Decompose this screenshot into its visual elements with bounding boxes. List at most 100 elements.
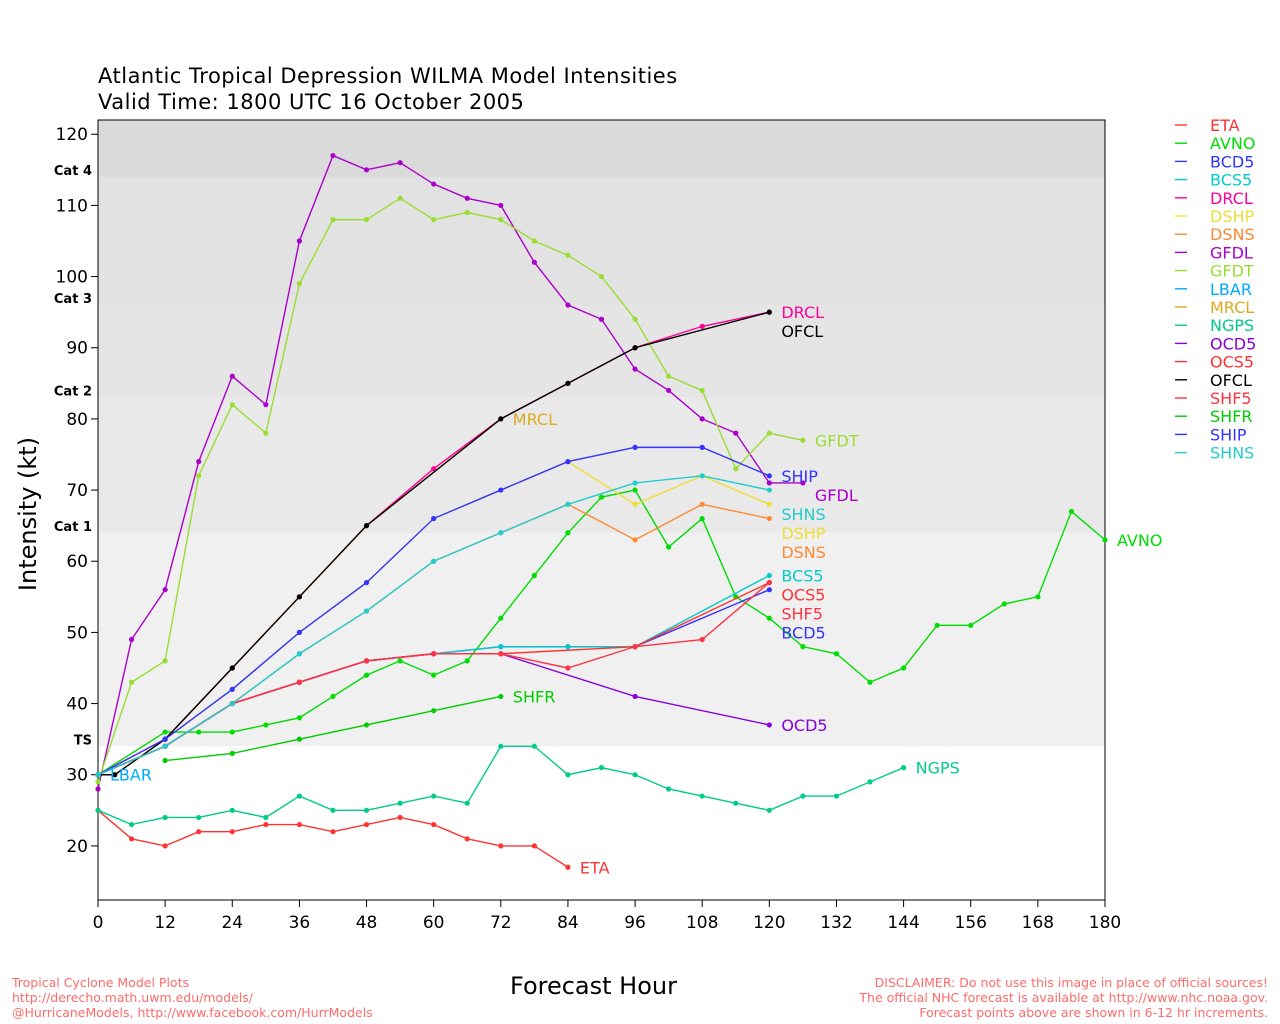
data-point-shfr: [229, 750, 235, 756]
data-point-ship: [229, 686, 235, 692]
x-tick-label: 36: [289, 913, 311, 933]
data-point-ngps: [699, 793, 705, 799]
series-end-label: MRCL: [513, 410, 557, 429]
data-point-ship: [498, 487, 504, 493]
data-point-ocd5: [632, 693, 638, 700]
data-point-ocd5: [766, 722, 772, 728]
data-point-shns: [766, 487, 772, 493]
data-point-eta: [296, 821, 302, 828]
x-tick-label: 120: [753, 913, 785, 933]
data-point-dshp: [632, 501, 638, 507]
series-line-shfr: [165, 695, 501, 762]
data-point-gfdt: [128, 679, 135, 685]
data-point-gfdl: [330, 152, 336, 159]
data-point-gfdt: [162, 658, 168, 664]
data-point-ofcl: [565, 380, 571, 386]
data-point-gfdl: [598, 316, 605, 322]
chart-title: Atlantic Tropical Depression WILMA Model…: [98, 64, 678, 88]
data-point-gfdl: [363, 167, 370, 173]
data-point-gfdt: [330, 217, 336, 223]
legend-entry: SHNS: [1210, 444, 1254, 463]
data-point-gfdt: [431, 217, 437, 223]
band-label: Cat 3: [54, 292, 92, 307]
y-tick-label: 120: [56, 125, 88, 145]
footer-left-line: @HurricaneModels, http://www.facebook.co…: [12, 1005, 373, 1020]
data-point-avno: [196, 729, 202, 735]
data-point-avno: [766, 615, 772, 621]
data-point-shns: [498, 530, 504, 536]
data-point-shfr: [162, 757, 168, 764]
x-tick-label: 108: [686, 913, 718, 933]
data-point-ngps: [397, 800, 403, 806]
data-point-gfdt: [229, 402, 235, 408]
legend-entry: OCD5: [1210, 334, 1256, 353]
data-point-avno: [968, 622, 974, 628]
data-point-avno: [431, 672, 437, 678]
data-point-avno: [1102, 537, 1108, 543]
legend-entry: GFDL: [1210, 243, 1253, 262]
series-end-label: SHF5: [781, 604, 823, 623]
data-point-bcs5: [766, 572, 772, 579]
data-point-shns: [565, 501, 571, 507]
data-point-avno: [464, 658, 470, 664]
series-end-label: AVNO: [1117, 531, 1162, 550]
y-axis-label: Intensity (kt): [14, 436, 42, 592]
data-point-eta: [330, 829, 336, 835]
data-point-ngps: [901, 765, 907, 771]
intensity-band: [98, 176, 1105, 306]
x-tick-label: 96: [624, 913, 646, 933]
y-tick-label: 100: [56, 268, 88, 288]
data-point-ofcl: [363, 523, 370, 529]
data-point-gfdl: [95, 786, 101, 792]
legend-entry: BCD5: [1210, 152, 1254, 171]
data-point-ngps: [229, 807, 235, 813]
data-point-ofcl: [632, 345, 638, 351]
data-point-drcl: [699, 323, 705, 329]
data-point-eta: [263, 821, 269, 828]
data-point-avno: [632, 487, 638, 493]
data-point-eta: [128, 836, 135, 842]
data-point-eta: [363, 821, 370, 828]
data-point-ngps: [196, 814, 202, 821]
data-point-gfdt: [800, 437, 806, 443]
data-point-gfdl: [397, 160, 403, 166]
data-point-gfdt: [531, 238, 537, 244]
plot-frame: [97, 119, 1106, 901]
data-point-dsns: [632, 537, 638, 543]
data-point-ofcl: [112, 772, 118, 778]
data-point-avno: [162, 729, 168, 735]
data-point-bcs5: [498, 644, 504, 650]
band-label: Cat 2: [54, 385, 92, 400]
data-point-gfdt: [498, 217, 504, 223]
data-point-ngps: [263, 814, 269, 821]
band-label: Cat 1: [54, 520, 92, 535]
x-tick-label: 156: [955, 913, 987, 933]
data-point-ngps: [498, 743, 504, 749]
data-point-shfr: [296, 736, 302, 742]
data-point-gfdt: [733, 466, 739, 472]
y-tick-label: 70: [66, 481, 88, 501]
data-point-avno: [498, 615, 504, 621]
y-tick-label: 110: [56, 196, 88, 216]
data-point-gfdt: [464, 209, 470, 216]
series-line-gfdl: [97, 154, 803, 790]
legend-entry: MRCL: [1210, 298, 1254, 317]
series-line-gfdt: [97, 197, 804, 783]
data-point-ofcl: [766, 309, 772, 315]
data-point-gfdl: [128, 636, 135, 643]
data-point-ngps: [800, 793, 806, 799]
data-point-shns: [162, 743, 168, 749]
data-point-shf5: [699, 636, 705, 643]
data-point-shf5: [296, 679, 302, 685]
legend-entry: DSHP: [1210, 207, 1255, 226]
x-tick-label: 180: [1089, 913, 1121, 933]
series-end-label: SHNS: [781, 505, 825, 524]
data-point-shf5: [498, 651, 504, 657]
data-point-shns: [296, 651, 302, 657]
legend-entry: SHFR: [1210, 407, 1253, 426]
data-point-ngps: [867, 779, 873, 785]
x-tick-label: 24: [221, 913, 243, 933]
data-point-gfdt: [363, 217, 370, 223]
series-end-label: NGPS: [916, 759, 960, 778]
band-label: TS: [74, 733, 92, 748]
